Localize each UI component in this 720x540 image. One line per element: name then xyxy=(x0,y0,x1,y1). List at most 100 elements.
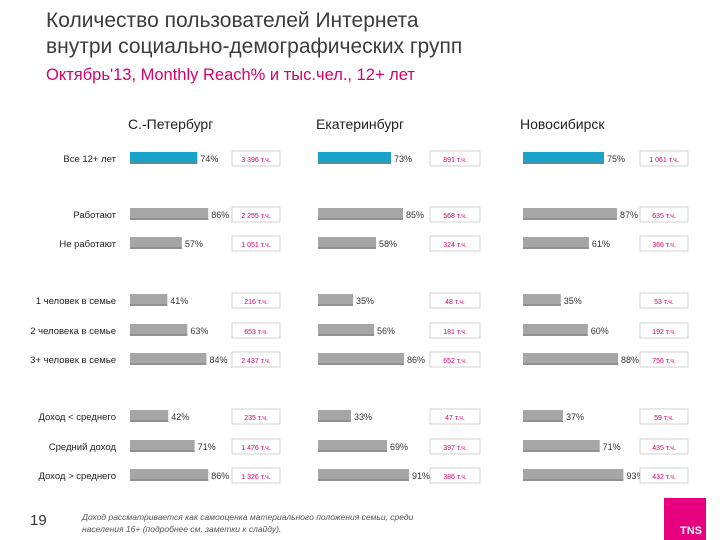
users-value-label: 756 т.ч. xyxy=(652,358,676,365)
users-value-label: 432 т.ч. xyxy=(652,474,676,481)
users-value-label: 1 051 т.ч. xyxy=(241,242,270,249)
bar xyxy=(318,152,391,164)
bar xyxy=(523,410,563,422)
users-value-label: 324 т.ч. xyxy=(443,242,467,249)
category-label: Не работают xyxy=(59,239,116,250)
users-box xyxy=(639,150,689,167)
bar-value-label: 86% xyxy=(211,471,229,481)
bar-shadow xyxy=(318,334,374,336)
page-number: 19 xyxy=(30,512,47,529)
bar-value-label: 61% xyxy=(592,239,610,249)
bar-shadow xyxy=(130,420,169,422)
bar-value-label: 63% xyxy=(190,326,208,336)
bar-shadow xyxy=(130,247,182,249)
users-box xyxy=(231,408,281,425)
bar-shadow xyxy=(318,450,387,452)
bar-shadow xyxy=(130,162,198,164)
logo-text: TNS xyxy=(680,525,702,537)
users-value-label: 1 326 т.ч. xyxy=(241,474,270,481)
users-box xyxy=(639,351,689,368)
users-value-label: 216 т.ч. xyxy=(244,299,268,306)
bar xyxy=(318,440,387,452)
bar-value-label: 71% xyxy=(603,442,621,452)
bar xyxy=(130,294,168,306)
users-box xyxy=(429,438,481,455)
users-box xyxy=(639,235,689,252)
users-box xyxy=(639,438,689,455)
bar-value-label: 73% xyxy=(394,154,412,164)
reach-bar-chart: Все 12+ лет Работают Не работают 1 человек … xyxy=(30,150,689,484)
page-subtitle: Октябрь'13, Monthly Reach% и тыс.чел., 1… xyxy=(46,66,415,84)
bar xyxy=(523,208,617,220)
bar-shadow xyxy=(523,162,604,164)
bar-value-label: 37% xyxy=(566,412,584,422)
bar xyxy=(130,469,209,481)
bar-shadow xyxy=(130,334,188,336)
bar-shadow xyxy=(523,304,561,306)
bar-value-label: 41% xyxy=(170,296,188,306)
users-box xyxy=(231,235,281,252)
users-box xyxy=(639,206,689,223)
bar-value-label: 87% xyxy=(620,210,638,220)
bar-value-label: 93% xyxy=(626,471,644,481)
users-value-label: 192 т.ч. xyxy=(652,329,676,336)
users-value-label: 2 255 т.ч. xyxy=(241,213,270,220)
bar xyxy=(130,152,198,164)
users-box xyxy=(639,408,689,425)
users-box xyxy=(639,322,689,339)
bar-value-label: 91% xyxy=(412,471,430,481)
bar xyxy=(130,353,207,365)
users-value-label: 59 т.ч. xyxy=(654,415,674,422)
users-value-label: 48 т.ч. xyxy=(445,299,465,306)
category-label: Все 12+ лет xyxy=(63,154,116,165)
bar-shadow xyxy=(523,218,617,220)
bar-shadow xyxy=(318,479,409,481)
bar-shadow xyxy=(130,479,209,481)
users-box xyxy=(231,351,281,368)
bar-shadow xyxy=(318,304,353,306)
bar-shadow xyxy=(318,162,391,164)
users-value-label: 47 т.ч. xyxy=(445,415,465,422)
users-value-label: 1 061 т.ч. xyxy=(649,157,678,164)
tns-logo: TNS xyxy=(664,498,706,540)
bar-shadow xyxy=(318,247,376,249)
category-label: 1 человек в семье xyxy=(36,296,116,307)
bar-value-label: 33% xyxy=(354,412,372,422)
footnote: Доход рассматривается как самооценка мат… xyxy=(82,511,472,535)
bar-value-label: 74% xyxy=(200,154,218,164)
title-line-1: Количество пользователей Интернета xyxy=(46,9,419,32)
bar xyxy=(523,152,604,164)
bar-shadow xyxy=(130,363,207,365)
bar-shadow xyxy=(523,247,589,249)
users-box xyxy=(231,438,281,455)
users-box xyxy=(429,408,481,425)
bar xyxy=(130,324,188,336)
bar xyxy=(523,353,619,365)
bar-value-label: 85% xyxy=(406,210,424,220)
users-value-label: 435 т.ч. xyxy=(652,445,676,452)
users-box xyxy=(231,322,281,339)
bar-value-label: 57% xyxy=(185,239,203,249)
users-value-label: 3 396 т.ч. xyxy=(241,157,270,164)
bar-shadow xyxy=(523,450,600,452)
bar-value-label: 75% xyxy=(607,154,625,164)
bar xyxy=(523,324,588,336)
users-value-label: 2 437 т.ч. xyxy=(241,358,270,365)
bar-value-label: 69% xyxy=(390,442,408,452)
bar-shadow xyxy=(318,420,351,422)
users-value-label: 568 т.ч. xyxy=(443,213,467,220)
users-box xyxy=(639,292,689,309)
bar-shadow xyxy=(130,304,168,306)
category-label: Доход > среднего xyxy=(38,471,116,482)
bar-value-label: 35% xyxy=(356,296,374,306)
bar xyxy=(130,440,195,452)
city-header-nsk: Новосибирск xyxy=(520,116,605,132)
bar-value-label: 86% xyxy=(211,210,229,220)
users-value-label: 635 т.ч. xyxy=(652,213,676,220)
bar xyxy=(523,237,589,249)
users-value-label: 652 т.ч. xyxy=(443,358,467,365)
category-label: 2 человека в семье xyxy=(30,326,116,337)
bar-value-label: 58% xyxy=(379,239,397,249)
users-box xyxy=(639,467,689,484)
bar xyxy=(318,237,376,249)
